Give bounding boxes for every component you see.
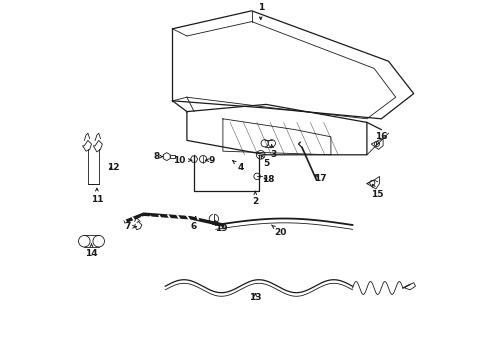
Circle shape — [261, 140, 268, 147]
Text: 2: 2 — [252, 192, 258, 206]
Circle shape — [209, 214, 218, 224]
Circle shape — [256, 150, 264, 159]
Circle shape — [93, 235, 104, 247]
Bar — [170, 155, 175, 158]
Text: 7: 7 — [124, 222, 136, 231]
Polygon shape — [82, 140, 91, 151]
Text: 6: 6 — [191, 217, 197, 231]
Text: 20: 20 — [271, 225, 286, 237]
Polygon shape — [370, 139, 382, 149]
Text: 13: 13 — [248, 292, 261, 302]
Text: 17: 17 — [313, 174, 326, 183]
Text: 1: 1 — [257, 3, 264, 19]
Circle shape — [369, 180, 374, 185]
Text: 12: 12 — [107, 163, 119, 172]
Polygon shape — [163, 153, 170, 161]
Text: 15: 15 — [371, 184, 383, 199]
Polygon shape — [366, 176, 379, 189]
Polygon shape — [404, 283, 415, 290]
Text: 19: 19 — [214, 220, 227, 233]
Circle shape — [199, 156, 206, 163]
Text: 18: 18 — [261, 175, 274, 184]
Text: 9: 9 — [205, 156, 215, 165]
Text: 10: 10 — [173, 156, 191, 165]
Text: 3: 3 — [270, 145, 276, 159]
Text: 4: 4 — [232, 161, 244, 172]
Polygon shape — [93, 140, 102, 152]
Circle shape — [268, 140, 275, 147]
Polygon shape — [134, 221, 142, 230]
Text: 5: 5 — [261, 156, 269, 168]
Text: 14: 14 — [85, 244, 98, 258]
Circle shape — [374, 141, 379, 147]
Circle shape — [253, 173, 260, 180]
Circle shape — [79, 235, 90, 247]
Text: 16: 16 — [374, 132, 387, 145]
Text: 11: 11 — [90, 188, 103, 204]
Polygon shape — [190, 156, 197, 162]
Text: 8: 8 — [153, 152, 162, 161]
